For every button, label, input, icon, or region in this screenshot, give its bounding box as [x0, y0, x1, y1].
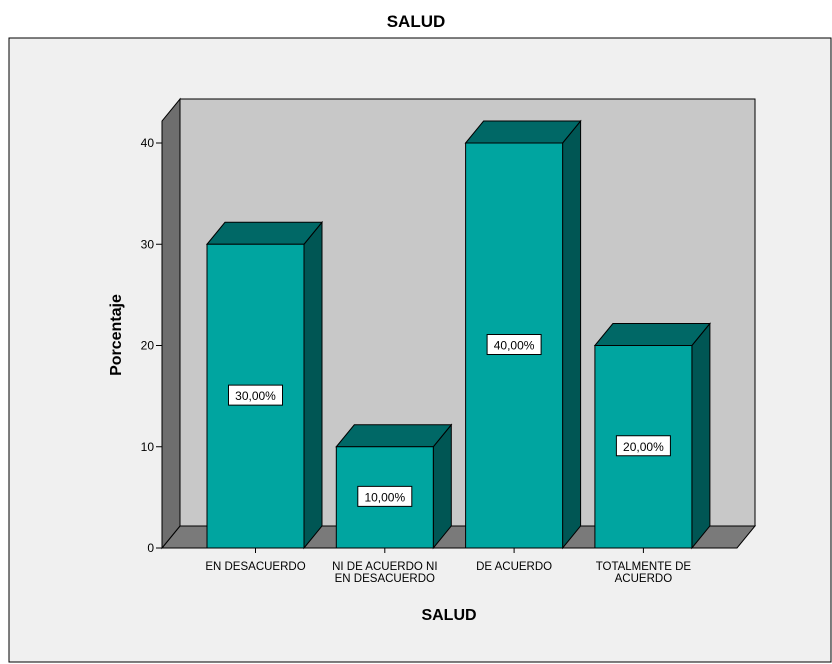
x-tick-label: EN DESACUERDO	[205, 561, 305, 573]
bar	[335, 423, 453, 550]
data-label-text: 40,00%	[494, 339, 535, 353]
bars	[205, 119, 711, 550]
bar-data-label: 40,00%	[486, 334, 542, 355]
bar	[593, 322, 711, 550]
x-tick-label: NI DE ACUERDO NI	[332, 561, 437, 573]
y-tick-label: 40	[141, 136, 155, 150]
bar-side	[691, 322, 711, 550]
x-tick-label: ACUERDO	[615, 573, 673, 585]
bar-data-labels: 30,00% 10,00% 40,00% 20,00%	[228, 334, 671, 507]
y-tick-label: 0	[147, 541, 154, 555]
left-wall-panel	[161, 97, 181, 550]
y-axis-title: Porcentaje	[108, 294, 125, 376]
data-label-text: 30,00%	[235, 389, 276, 403]
bar-top	[593, 323, 711, 346]
x-axis-title: SALUD	[421, 607, 476, 624]
data-label-box	[615, 435, 671, 457]
x-tick-label: DE ACUERDO	[476, 561, 552, 573]
data-label-box	[486, 334, 542, 355]
data-label-box	[357, 485, 413, 507]
y-axis: 0 10 20 30 40	[141, 136, 162, 555]
bar-side	[562, 119, 582, 550]
y-tick-label: 30	[141, 237, 155, 251]
y-tick-label: 10	[141, 440, 155, 454]
bar-data-label: 30,00%	[228, 384, 283, 406]
bar-top	[205, 221, 324, 245]
bar-data-label: 10,00%	[357, 485, 413, 507]
bar-side	[303, 220, 323, 550]
chart-title: SALUD	[386, 12, 446, 31]
data-label-text: 10,00%	[364, 490, 405, 504]
x-tick-label: EN DESACUERDO	[335, 573, 435, 585]
bar-top	[335, 424, 453, 448]
bar-top	[464, 120, 582, 144]
bar-data-label: 20,00%	[615, 435, 671, 457]
data-label-box	[228, 384, 283, 406]
x-tick-label: TOTALMENTE DE	[596, 561, 692, 573]
y-tick-label: 20	[141, 339, 155, 353]
data-label-text: 20,00%	[623, 440, 664, 454]
